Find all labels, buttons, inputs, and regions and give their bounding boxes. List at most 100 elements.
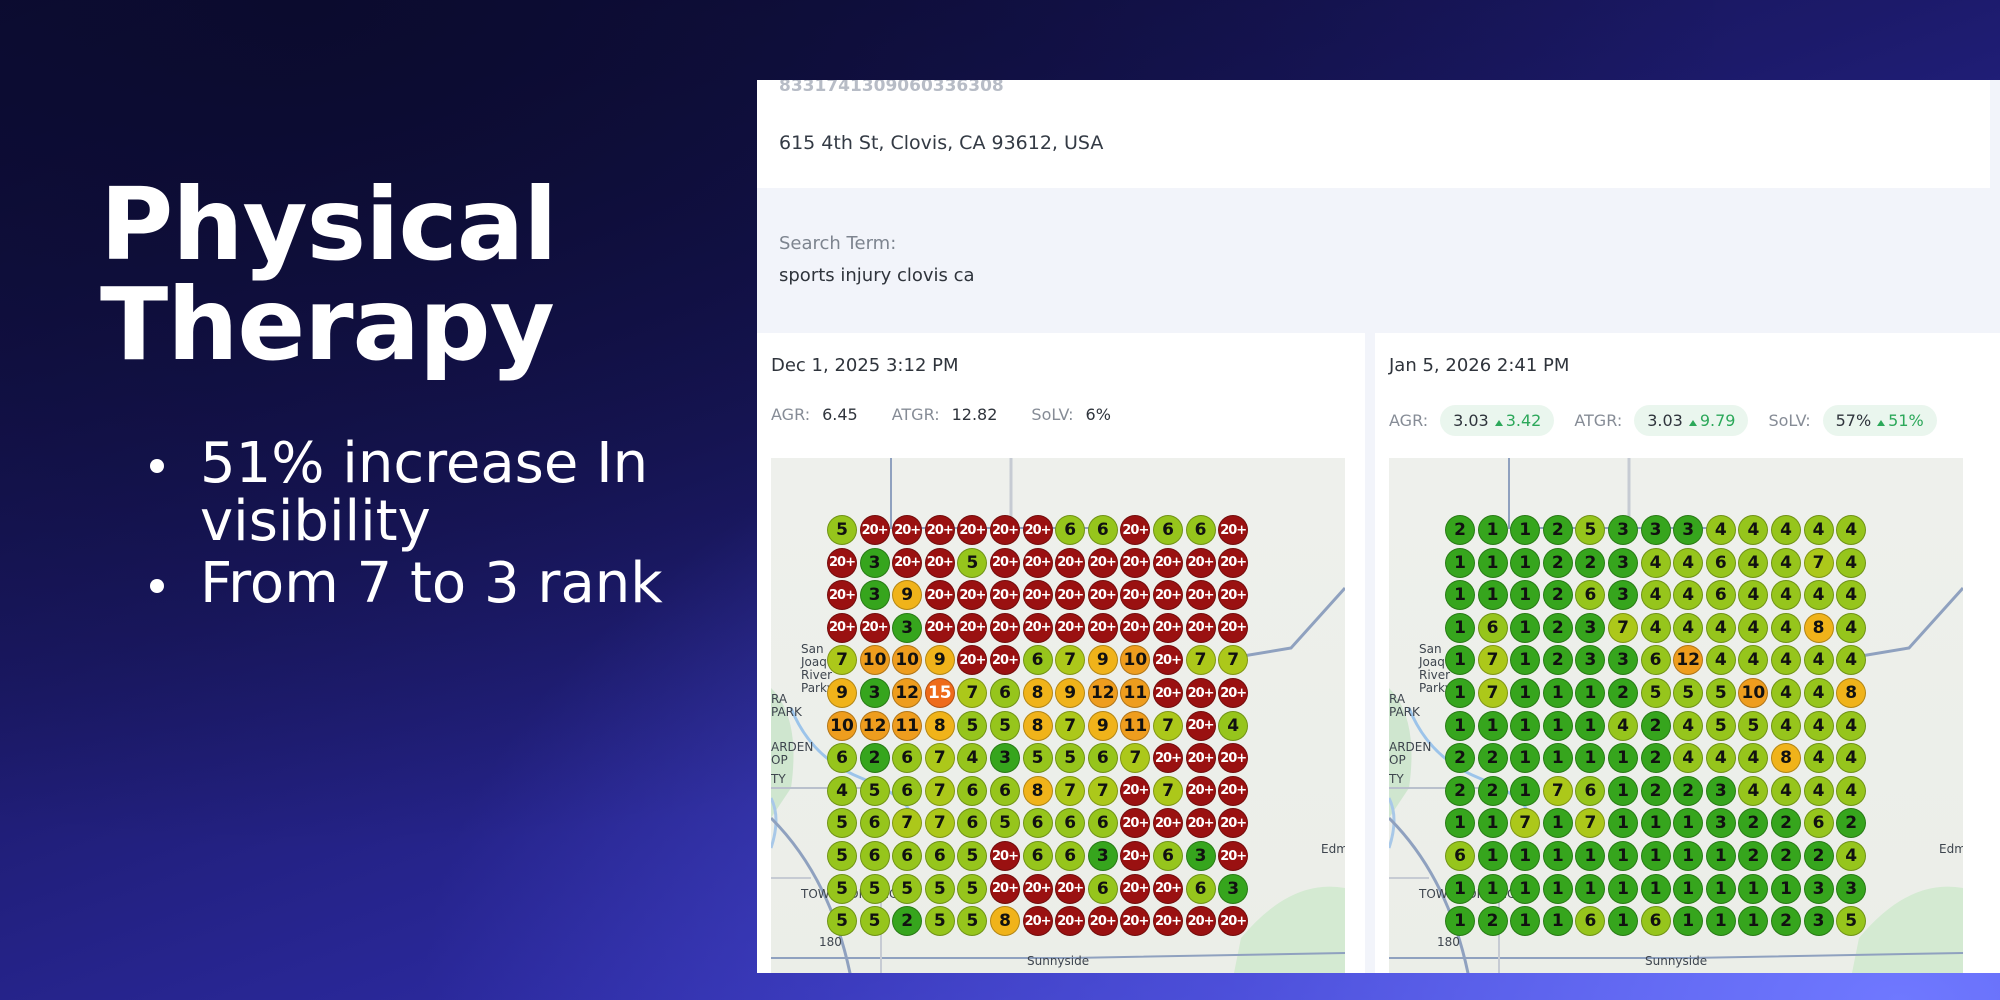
rank-pin[interactable]: 2 (1477, 775, 1508, 806)
rank-pin[interactable]: 20+ (1218, 808, 1249, 839)
rank-pin[interactable]: 7 (1087, 775, 1118, 806)
rank-pin[interactable]: 4 (1738, 515, 1769, 545)
rank-pin[interactable]: 6 (1153, 515, 1183, 545)
rank-pin[interactable]: 20+ (859, 612, 890, 643)
rank-pin[interactable]: 3 (1705, 808, 1736, 839)
rank-pin[interactable]: 20+ (1120, 841, 1151, 871)
rank-pin[interactable]: 1 (1640, 873, 1671, 904)
rank-pin[interactable]: 1 (1608, 841, 1638, 871)
rank-pin[interactable]: 7 (924, 743, 955, 774)
rank-pin[interactable]: 6 (1575, 775, 1606, 806)
rank-pin[interactable]: 4 (1673, 710, 1704, 741)
rank-pin[interactable]: 20+ (827, 547, 857, 578)
rank-pin[interactable]: 7 (1477, 645, 1508, 676)
rank-pin[interactable]: 4 (1771, 612, 1801, 643)
rank-pin[interactable]: 5 (957, 841, 988, 871)
rank-pin[interactable]: 20+ (1022, 873, 1053, 904)
rank-pin[interactable]: 20+ (1185, 678, 1216, 708)
rank-pin[interactable]: 20+ (1218, 612, 1249, 643)
rank-pin[interactable]: 20+ (1087, 906, 1118, 937)
rank-pin[interactable]: 20+ (859, 515, 890, 545)
rank-pin[interactable]: 4 (1836, 547, 1867, 578)
rank-pin[interactable]: 5 (957, 547, 988, 578)
rank-pin[interactable]: 1 (1445, 710, 1475, 741)
rank-pin[interactable]: 20+ (1120, 612, 1151, 643)
rank-pin[interactable]: 20+ (1087, 612, 1118, 643)
rank-pin[interactable]: 4 (1705, 612, 1736, 643)
rank-pin[interactable]: 20+ (1120, 906, 1151, 937)
rank-pin[interactable]: 2 (1836, 808, 1867, 839)
rank-pin[interactable]: 4 (1836, 841, 1867, 871)
rank-pin[interactable]: 20+ (827, 580, 857, 611)
rank-pin[interactable]: 5 (924, 873, 955, 904)
rank-pin[interactable]: 20+ (1153, 808, 1183, 839)
rank-pin[interactable]: 20+ (1218, 678, 1249, 708)
rank-pin[interactable]: 4 (1771, 775, 1801, 806)
rank-pin[interactable]: 1 (1542, 710, 1573, 741)
rank-pin[interactable]: 4 (1803, 775, 1834, 806)
rank-pin[interactable]: 1 (1510, 710, 1541, 741)
rank-pin[interactable]: 7 (1542, 775, 1573, 806)
rank-pin[interactable]: 1 (1640, 808, 1671, 839)
rank-pin[interactable]: 6 (1445, 841, 1475, 871)
rank-pin[interactable]: 4 (1673, 547, 1704, 578)
rank-pin[interactable]: 20+ (1153, 612, 1183, 643)
rank-pin[interactable]: 20+ (1153, 580, 1183, 611)
rank-pin[interactable]: 3 (1087, 841, 1118, 871)
rank-pin[interactable]: 6 (1087, 743, 1118, 774)
rank-pin[interactable]: 20+ (1022, 906, 1053, 937)
rank-pin[interactable]: 2 (1640, 775, 1671, 806)
rank-pin[interactable]: 20+ (1218, 547, 1249, 578)
rank-pin[interactable]: 6 (892, 743, 923, 774)
rank-pin[interactable]: 6 (1575, 580, 1606, 611)
rank-pin[interactable]: 20+ (957, 580, 988, 611)
rank-pin[interactable]: 20+ (1218, 515, 1249, 545)
rank-pin[interactable]: 3 (1608, 580, 1638, 611)
rank-pin[interactable]: 4 (1673, 743, 1704, 774)
rank-pin[interactable]: 20+ (1218, 743, 1249, 774)
rank-pin[interactable]: 6 (1055, 808, 1086, 839)
rank-pin[interactable]: 3 (1575, 645, 1606, 676)
rank-pin[interactable]: 1 (1542, 873, 1573, 904)
rank-pin[interactable]: 2 (1771, 906, 1801, 937)
rank-pin[interactable]: 20+ (1153, 547, 1183, 578)
rank-pin[interactable]: 20+ (924, 547, 955, 578)
rank-pin[interactable]: 4 (1640, 547, 1671, 578)
rank-pin[interactable]: 1 (1542, 678, 1573, 708)
rank-pin[interactable]: 5 (1705, 678, 1736, 708)
rank-pin[interactable]: 3 (1640, 515, 1671, 545)
rank-pin[interactable]: 1 (1510, 873, 1541, 904)
rank-pin[interactable]: 6 (1055, 841, 1086, 871)
rank-pin[interactable]: 20+ (990, 580, 1020, 611)
rank-pin[interactable]: 20+ (1185, 580, 1216, 611)
rank-pin[interactable]: 1 (1575, 841, 1606, 871)
rank-pin[interactable]: 1 (1608, 775, 1638, 806)
rank-pin[interactable]: 1 (1608, 873, 1638, 904)
rank-pin[interactable]: 1 (1542, 906, 1573, 937)
rank-pin[interactable]: 11 (1120, 678, 1151, 708)
rank-pin[interactable]: 11 (1120, 710, 1151, 741)
rank-pin[interactable]: 7 (1608, 612, 1638, 643)
rank-pin[interactable]: 20+ (1120, 775, 1151, 806)
rank-pin[interactable]: 5 (1575, 515, 1606, 545)
rank-pin[interactable]: 7 (1153, 775, 1183, 806)
rank-pin[interactable]: 20+ (1185, 547, 1216, 578)
rank-pin[interactable]: 1 (1477, 841, 1508, 871)
rank-pin[interactable]: 4 (1771, 710, 1801, 741)
rank-pin[interactable]: 20+ (1153, 645, 1183, 676)
rank-pin[interactable]: 3 (1608, 645, 1638, 676)
rank-pin[interactable]: 1 (1542, 743, 1573, 774)
rank-pin[interactable]: 1 (1510, 612, 1541, 643)
rank-pin[interactable]: 1 (1445, 580, 1475, 611)
rank-pin[interactable]: 4 (1738, 775, 1769, 806)
rank-pin[interactable]: 1 (1445, 678, 1475, 708)
rank-pin[interactable]: 20+ (1120, 515, 1151, 545)
rank-pin[interactable]: 6 (1087, 515, 1118, 545)
rank-pin[interactable]: 5 (990, 808, 1020, 839)
rank-pin[interactable]: 1 (1673, 808, 1704, 839)
rank-pin[interactable]: 5 (990, 710, 1020, 741)
rank-pin[interactable]: 4 (1803, 645, 1834, 676)
rank-pin[interactable]: 20+ (990, 515, 1020, 545)
rank-pin[interactable]: 20+ (990, 547, 1020, 578)
rank-pin[interactable]: 2 (1673, 775, 1704, 806)
